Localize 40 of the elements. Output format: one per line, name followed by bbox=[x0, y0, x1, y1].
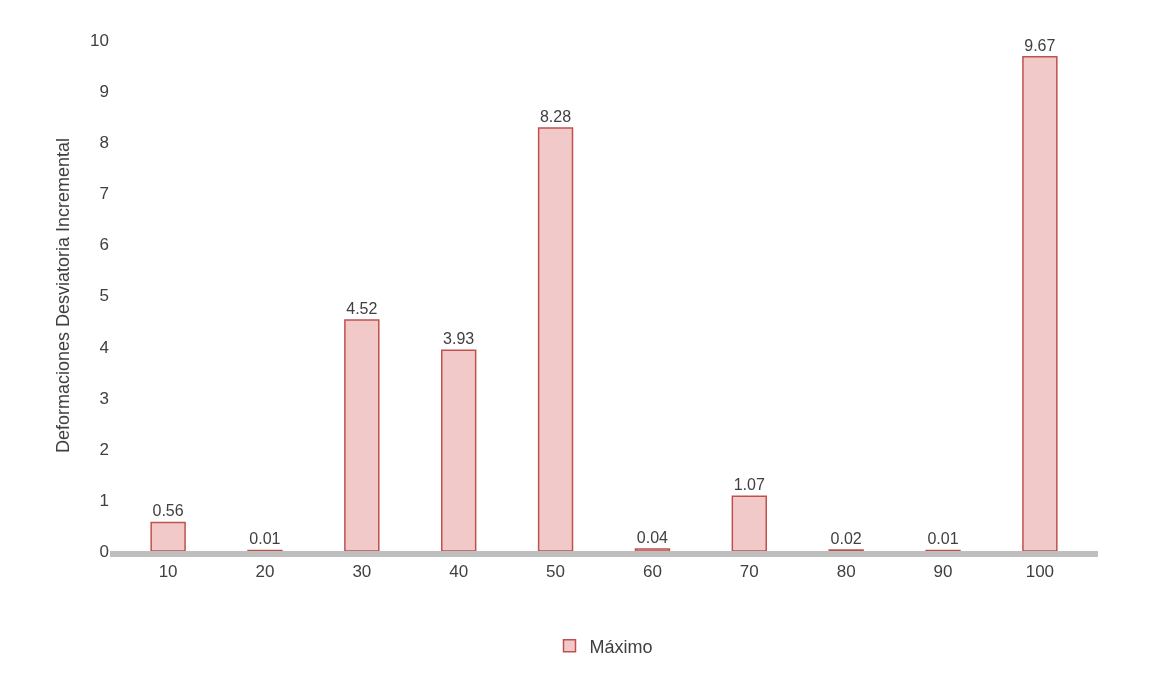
bar bbox=[1022, 56, 1058, 551]
x-tick-label: 80 bbox=[836, 562, 856, 582]
x-tick-label: 60 bbox=[642, 562, 662, 582]
bar bbox=[150, 521, 186, 551]
bar bbox=[344, 319, 380, 551]
x-tick-label: 100 bbox=[1025, 562, 1055, 582]
y-tick-label: 10 bbox=[90, 30, 109, 50]
y-tick-label: 0 bbox=[99, 541, 109, 561]
y-tick-label: 4 bbox=[99, 337, 109, 357]
data-label: 4.52 bbox=[346, 300, 378, 318]
x-tick-label: 50 bbox=[546, 562, 566, 582]
y-tick-label: 1 bbox=[99, 490, 109, 510]
legend-label: Máximo bbox=[589, 636, 653, 657]
y-tick-label: 5 bbox=[99, 286, 109, 306]
data-label: 3.93 bbox=[443, 330, 475, 348]
x-tick-label: 90 bbox=[933, 562, 953, 582]
y-tick-label: 9 bbox=[99, 82, 109, 102]
data-label: 0.02 bbox=[830, 529, 862, 547]
x-tick-label: 20 bbox=[255, 562, 275, 582]
bar bbox=[537, 127, 574, 551]
data-label: 9.67 bbox=[1024, 36, 1056, 54]
data-label: 0.01 bbox=[249, 530, 281, 548]
data-label: 8.28 bbox=[539, 107, 572, 125]
bar bbox=[634, 548, 671, 551]
data-label: 1.07 bbox=[733, 476, 765, 494]
y-tick-label: 6 bbox=[99, 235, 109, 255]
data-label: 0.04 bbox=[636, 528, 669, 546]
data-label: 0.56 bbox=[152, 502, 184, 520]
bar bbox=[441, 349, 477, 551]
y-tick-label: 2 bbox=[99, 439, 109, 459]
y-tick-label: 7 bbox=[99, 184, 109, 204]
x-tick-label: 30 bbox=[352, 562, 372, 582]
x-tick-label: 70 bbox=[739, 562, 759, 582]
bar bbox=[731, 495, 767, 551]
y-tick-label: 8 bbox=[99, 133, 109, 153]
x-tick-label: 40 bbox=[449, 562, 469, 582]
y-tick-label: 3 bbox=[99, 388, 109, 408]
data-label: 0.01 bbox=[927, 530, 959, 548]
y-axis-title: Deformaciones Desviatoria Incremental bbox=[53, 137, 74, 454]
x-tick-label: 10 bbox=[158, 562, 178, 582]
